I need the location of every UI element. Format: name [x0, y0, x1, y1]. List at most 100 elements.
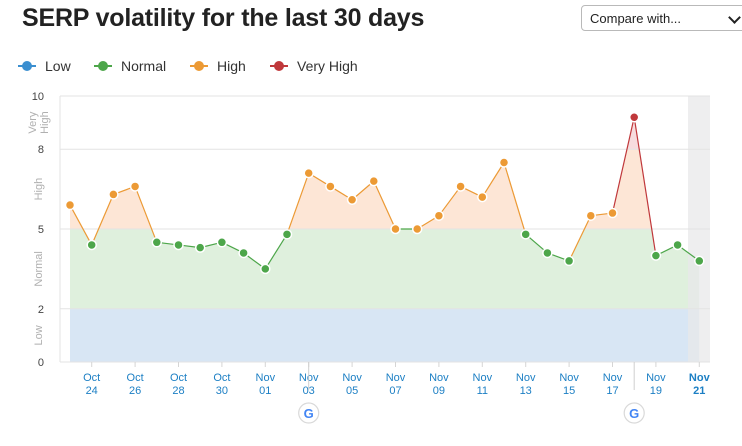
data-point	[694, 255, 705, 267]
data-point	[628, 112, 640, 123]
google-icon-glyph: G	[629, 406, 639, 421]
data-point	[238, 247, 249, 259]
x-tick-label-month: Nov	[689, 372, 711, 384]
zone-label-group: Very High	[27, 111, 51, 134]
x-tick-label-month: Oct	[213, 372, 230, 384]
x-tick-label-day: 24	[86, 385, 98, 397]
data-point	[411, 223, 423, 235]
x-tick-label-month: Nov	[559, 372, 579, 384]
zone-label: Low	[33, 325, 45, 345]
zone-band-low	[70, 308, 700, 362]
x-tick-label-day: 15	[563, 385, 575, 397]
data-point	[151, 237, 163, 248]
y-tick-label: 2	[38, 304, 44, 316]
zone-label: Normal	[33, 251, 45, 286]
legend-item-very-high[interactable]: Very High	[270, 58, 358, 74]
series-line-segment	[633, 117, 657, 256]
legend-label-very-high: Very High	[297, 58, 358, 74]
x-tick-label-month: Oct	[170, 372, 187, 384]
x-tick-label-day: 11	[477, 385, 488, 397]
x-tick-label-day: 03	[303, 385, 315, 397]
x-tick-label-month: Nov	[516, 372, 536, 384]
data-point	[390, 223, 401, 235]
legend-item-normal[interactable]: Normal	[94, 58, 167, 74]
data-point	[86, 239, 97, 251]
data-point	[216, 237, 228, 248]
series-line-segment	[373, 180, 397, 230]
x-tick-label-day: 26	[129, 385, 141, 397]
compare-with-dropdown[interactable]: Compare with...	[581, 5, 742, 31]
series-line-segment	[91, 194, 114, 246]
x-tick-label-month: Nov	[603, 372, 623, 384]
zone-label: High	[39, 111, 51, 134]
google-update-icon: G	[298, 402, 320, 424]
x-tick-label-day: 05	[346, 385, 358, 397]
data-point	[672, 239, 683, 251]
legend-item-low[interactable]: Low	[18, 58, 71, 74]
x-tick-label-day: 01	[259, 385, 271, 397]
series-line-segment	[286, 172, 310, 235]
series-line-segment	[568, 215, 592, 262]
y-tick-label: 5	[38, 224, 44, 236]
data-point	[281, 229, 293, 240]
y-tick-label: 10	[32, 91, 44, 103]
x-tick-label-day: 21	[693, 385, 705, 397]
legend-label-normal: Normal	[121, 58, 167, 74]
x-tick-label-month: Oct	[83, 372, 100, 384]
data-point	[260, 263, 271, 275]
series-line-segment	[438, 186, 462, 217]
google-update-icon: G	[623, 402, 645, 424]
data-point	[455, 181, 466, 192]
series-line-segment	[611, 117, 635, 214]
data-point	[346, 194, 358, 205]
data-point	[303, 167, 314, 179]
google-icon-bg	[623, 402, 645, 424]
x-tick-label-month: Nov	[646, 372, 666, 384]
zone-label: Very	[27, 111, 39, 134]
zone-band-very-high	[70, 117, 700, 150]
data-point	[64, 199, 76, 211]
zone-label-group: Low	[33, 325, 45, 345]
x-tick-label-month: Nov	[429, 372, 449, 384]
legend-dot-normal	[94, 61, 112, 72]
y-tick-label: 0	[38, 357, 44, 369]
series-line-segment	[69, 204, 93, 246]
zone-label-group: Normal	[33, 251, 45, 286]
data-point	[194, 242, 206, 253]
zone-band-high	[70, 149, 700, 229]
page-title: SERP volatility for the last 30 days	[22, 4, 425, 32]
x-tick-label-month: Nov	[386, 372, 406, 384]
data-point	[650, 250, 662, 261]
x-tick-label-month: Oct	[127, 372, 144, 384]
data-point	[129, 181, 141, 192]
data-point	[563, 255, 575, 267]
google-icon-glyph: G	[304, 406, 314, 421]
compare-with-label: Compare with...	[590, 11, 682, 26]
google-icon-bg	[298, 402, 320, 424]
x-tick-label-month: Nov	[256, 372, 276, 384]
data-point	[477, 191, 488, 203]
data-point	[368, 175, 380, 187]
x-tick-label-day: 30	[216, 385, 228, 397]
legend-item-high[interactable]: High	[190, 58, 246, 74]
series-line-segment	[134, 186, 158, 243]
series-line-segment	[264, 234, 288, 270]
x-tick-label-day: 07	[389, 385, 401, 397]
data-point	[108, 189, 119, 200]
x-tick-label-day: 09	[433, 385, 445, 397]
series-line-segment	[503, 162, 527, 235]
data-point	[498, 157, 510, 168]
y-tick-label: 8	[38, 144, 44, 156]
zone-label-group: High	[33, 178, 45, 201]
x-tick-label-month: Nov	[473, 372, 493, 384]
x-tick-label-month: Nov	[342, 372, 362, 384]
legend-dot-very-high	[270, 61, 288, 72]
data-point	[542, 247, 553, 259]
data-point	[173, 239, 184, 251]
x-tick-label-day: 17	[606, 385, 618, 397]
series-line-segment	[481, 162, 505, 198]
x-tick-label-day: 13	[520, 385, 532, 397]
legend-dot-high	[190, 61, 208, 72]
zone-label: High	[33, 178, 45, 201]
